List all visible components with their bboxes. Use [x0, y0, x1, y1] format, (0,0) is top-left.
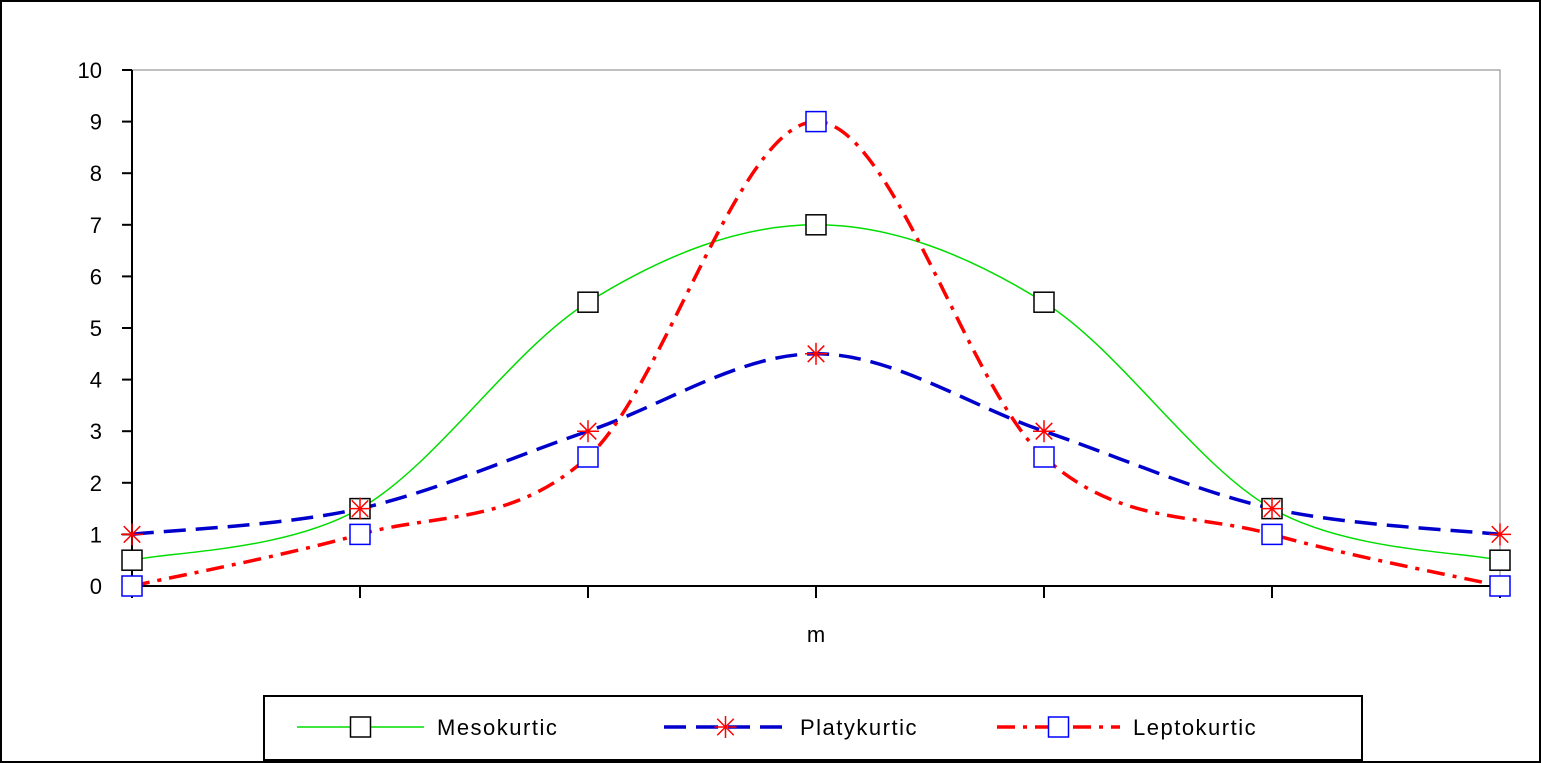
data-point-platykurtic [121, 523, 143, 546]
legend-marker-mesokurtic [349, 716, 372, 738]
y-tick-label: 3 [90, 419, 102, 444]
y-tick-label: 0 [90, 574, 102, 599]
data-point-leptokurtic [349, 523, 371, 546]
y-tick-label: 9 [90, 110, 102, 135]
y-tick-label: 1 [90, 522, 102, 547]
y-tick-label: 7 [90, 213, 102, 238]
series-line-mesokurtic [131, 224, 1501, 561]
y-tick-label: 10 [78, 58, 102, 83]
data-point-mesokurtic [805, 214, 827, 236]
y-tick-label: 6 [90, 264, 102, 289]
data-point-platykurtic [1261, 497, 1283, 520]
legend-label-platykurtic: Platykurtic [800, 715, 918, 740]
data-point-leptokurtic [1033, 446, 1055, 468]
data-point-platykurtic [805, 342, 827, 365]
legend-marker-platykurtic [714, 716, 737, 738]
y-tick-label: 8 [90, 161, 102, 186]
data-point-mesokurtic [577, 291, 599, 313]
y-tick-label: 2 [90, 471, 102, 496]
data-point-platykurtic [1033, 420, 1055, 443]
y-tick-label: 4 [90, 368, 102, 393]
series-line-platykurtic [131, 352, 1501, 537]
legend: Mesokurtic Platykurtic Leptokurtic [263, 695, 1363, 761]
data-point-platykurtic [1489, 523, 1511, 546]
data-point-leptokurtic [121, 575, 143, 597]
data-point-mesokurtic [121, 549, 143, 571]
plot-area-border [131, 69, 1501, 587]
legend-marker-leptokurtic [1047, 716, 1070, 738]
data-point-leptokurtic [1261, 523, 1283, 546]
data-point-leptokurtic [805, 110, 827, 133]
data-point-leptokurtic [1489, 575, 1511, 597]
x-axis-title: m [807, 622, 825, 647]
legend-label-mesokurtic: Mesokurtic [437, 715, 558, 740]
data-point-leptokurtic [577, 446, 599, 468]
axes: 0 1 2 3 4 5 6 7 8 9 10 [78, 58, 1501, 599]
data-point-mesokurtic [1033, 291, 1055, 313]
data-point-platykurtic [577, 420, 599, 443]
series-line-leptokurtic [131, 119, 1501, 588]
data-point-mesokurtic [1489, 549, 1511, 571]
series-markers [121, 110, 1511, 597]
legend-box [263, 695, 1363, 761]
data-point-platykurtic [349, 497, 371, 520]
y-tick-label: 5 [90, 316, 102, 341]
legend-label-leptokurtic: Leptokurtic [1133, 715, 1257, 740]
